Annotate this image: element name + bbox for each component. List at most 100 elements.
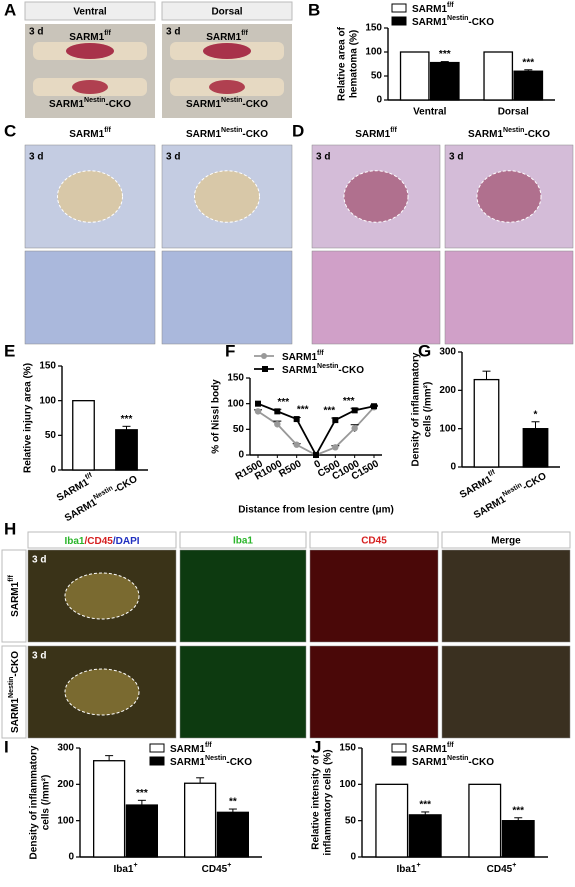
y-tick-label: 300 [439, 347, 456, 358]
text-part: /DAPI [113, 536, 140, 547]
header-box [309, 531, 439, 549]
bar [522, 428, 549, 468]
text-part: -CKO [112, 473, 140, 495]
text-part: /CD45 [84, 536, 113, 547]
header-box [24, 1, 156, 21]
y-tick-label: 300 [57, 743, 74, 754]
marker [332, 417, 339, 424]
row-box [1, 549, 27, 643]
x-tick-label: CD45+ [487, 862, 517, 875]
bar [115, 429, 138, 471]
text-part: SARM1 [412, 4, 447, 15]
y-tick-label: 100 [227, 398, 244, 409]
x-tick-label: 0 [313, 458, 324, 471]
marker [332, 444, 339, 451]
header: SARM1Nestin-CKO [468, 127, 550, 140]
text-part: SARM1 [186, 129, 221, 140]
text-part: SARM1 [412, 17, 447, 28]
text-part: + [133, 862, 137, 869]
legend-swatch [391, 3, 407, 13]
text-part: SARM1 [458, 473, 494, 500]
bar [72, 400, 95, 471]
legend-marker [261, 353, 267, 359]
micrograph [441, 549, 571, 643]
y-axis-title: Density of inflammatory [411, 352, 422, 466]
text-part: Nestin [205, 755, 226, 762]
header: Iba1 [233, 536, 253, 547]
row-label: SARM1f/f [8, 575, 21, 617]
micrograph [441, 645, 571, 739]
text-part: + [416, 862, 420, 869]
bar [473, 378, 500, 468]
bar [93, 760, 126, 858]
marker [371, 403, 377, 410]
text-part: SARM1 [170, 744, 205, 755]
y-tick-label: 100 [39, 395, 56, 406]
marker [351, 407, 358, 414]
y-tick-label: 100 [439, 423, 456, 434]
legend-label: SARM1f/f [412, 2, 454, 15]
panel-letter: G [418, 341, 431, 360]
marker [351, 425, 358, 432]
text-part: -CKO [105, 99, 131, 110]
text-part: -CKO [10, 651, 21, 677]
lesion [64, 572, 140, 620]
significance: *** [323, 406, 335, 417]
significance: *** [419, 800, 431, 811]
bar [183, 782, 217, 858]
text-part: f/f [447, 742, 454, 749]
text-part: Nestin [221, 97, 242, 104]
time-label: 3 d [316, 152, 330, 163]
text-part: SARM1 [10, 698, 21, 733]
x-tick-label: CD45+ [202, 862, 232, 875]
y-axis-title: cells (/mm²) [423, 382, 434, 438]
header: SARM1Nestin-CKO [186, 127, 268, 140]
header: Ventral [73, 7, 107, 18]
text-part: SARM1 [206, 32, 241, 43]
significance: *** [439, 49, 451, 60]
micrograph [309, 645, 439, 739]
photo [25, 24, 155, 118]
panel-letter: F [225, 341, 235, 360]
text-part: f/f [84, 471, 94, 481]
text-part: -CKO [521, 470, 549, 492]
text-part: SARM1 [186, 99, 221, 110]
micrograph [309, 549, 439, 643]
bar [125, 804, 159, 858]
y-tick-label: 50 [45, 430, 57, 441]
bar [399, 51, 430, 101]
y-tick-label: 50 [345, 815, 357, 826]
sample-label: SARM1Nestin-CKO [186, 97, 268, 110]
legend-marker [262, 366, 268, 372]
significance: *** [343, 396, 355, 407]
y-tick-label: 100 [339, 779, 356, 790]
time-label: 3 d [166, 27, 180, 38]
text-part: SARM1 [63, 497, 99, 524]
y-tick-label: 0 [238, 450, 244, 461]
y-axis-title: Density of inflammatory [29, 745, 40, 859]
marker [274, 408, 281, 415]
sample-label: SARM1f/f [206, 30, 248, 43]
bar [429, 61, 460, 101]
micrograph [179, 549, 307, 643]
text-part: Nestin [501, 482, 523, 499]
legend-label: SARM1Nestin-CKO [282, 363, 364, 376]
time-label: 3 d [29, 27, 43, 38]
lesion [57, 170, 123, 223]
y-tick-label: 50 [233, 424, 245, 435]
lesion [476, 170, 542, 223]
time-label: 3 d [32, 555, 46, 566]
text-part: CD45 [202, 864, 228, 875]
y-tick-label: 0 [450, 462, 456, 473]
marker [293, 441, 300, 448]
panel-letter: D [292, 121, 304, 140]
bar [408, 814, 442, 858]
sample-label: SARM1Nestin-CKO [49, 97, 131, 110]
text-part: SARM1 [355, 129, 390, 140]
significance: *** [297, 405, 309, 416]
micrograph [311, 250, 441, 345]
text-part: f/f [104, 127, 111, 134]
y-tick-label: 50 [371, 71, 383, 82]
y-axis-title: cells (/mm²) [41, 775, 52, 831]
text-part: SARM1 [69, 129, 104, 140]
